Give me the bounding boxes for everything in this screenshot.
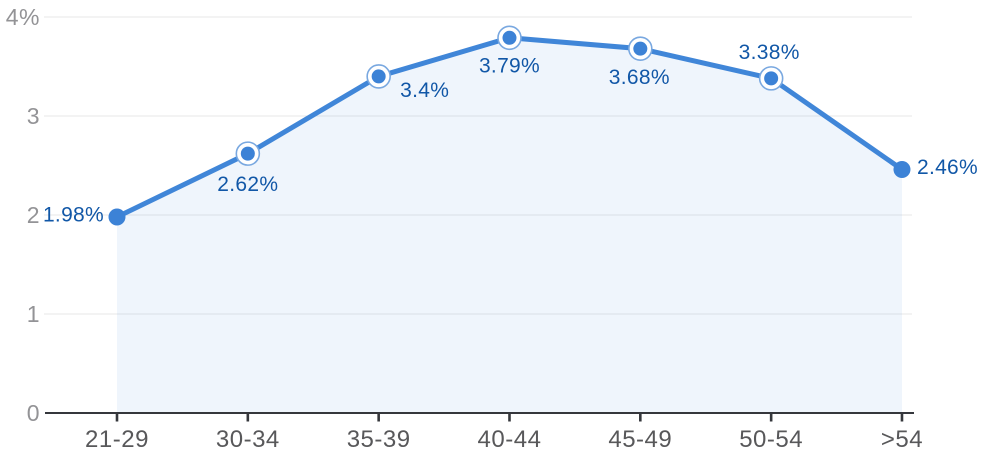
y-axis-tick-label: 3 [27,103,40,129]
data-point-label: 3.79% [479,54,540,77]
x-axis-category-label: 21-29 [85,426,149,453]
y-axis-tick-label: 1 [27,301,40,327]
marker-dot [893,160,911,178]
data-point-marker[interactable] [628,36,653,61]
data-point-marker[interactable] [758,66,784,91]
x-axis-category-label: >54 [881,426,923,453]
y-axis-tick-label: 4% [6,4,40,30]
data-point-label: 3.38% [739,41,800,64]
data-point-label: 2.46% [917,156,978,179]
data-point-label: 3.68% [609,66,670,89]
area-fill [117,37,902,413]
x-axis-category-label: 40-44 [478,426,542,453]
data-point-marker[interactable] [366,64,391,89]
marker-dot [108,208,126,226]
data-point-label: 3.4% [400,79,449,102]
data-point-marker[interactable] [497,25,522,51]
data-point-label: 2.62% [217,173,278,196]
marker-dot [764,71,779,86]
x-axis-category-label: 45-49 [608,426,672,453]
data-point-marker[interactable] [108,208,126,226]
y-axis-tick-label: 0 [27,400,40,426]
x-axis-category-label: 30-34 [216,426,280,453]
data-point-marker[interactable] [235,141,261,166]
marker-dot [633,41,648,56]
marker-dot [240,146,255,161]
x-axis-category-label: 50-54 [739,426,803,453]
data-point-marker[interactable] [893,160,911,178]
data-point-label: 1.98% [43,203,104,226]
marker-dot [502,30,517,45]
x-axis-category-label: 35-39 [347,426,411,453]
marker-dot [371,69,386,84]
y-axis-tick-label: 2 [27,202,40,228]
